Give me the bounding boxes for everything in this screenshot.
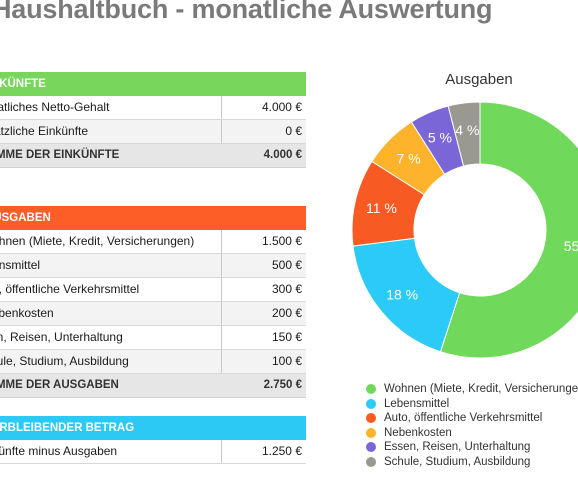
donut-slice-label: 18 % [386,286,418,302]
donut-slice-label: 5 % [428,129,452,145]
table-row: Einkünfte minus Ausgaben 1.250 € [0,440,306,464]
row-value: 150 € [271,330,302,344]
table-row: Auto, öffentliche Verkehrsmittel 300 € [0,278,306,302]
remaining-header: VERBLEIBENDER BETRAG [0,416,306,440]
expenses-donut-chart: 55 % 18 % 11 % 7 % 5 %4 % [351,101,578,359]
row-label: Auto, öffentliche Verkehrsmittel [0,278,222,301]
legend-swatch [366,398,376,409]
legend-item: Essen, Reisen, Unterhaltung [366,440,578,455]
row-label: Wohnen (Miete, Kredit, Versicherungen) [0,230,222,253]
total-value: 4.000 € [263,149,302,161]
donut-slice-label: 4 % [455,122,479,138]
row-label: Lebensmittel [0,254,222,277]
donut-slice [439,101,578,359]
donut-slice-label: 11 % [366,200,397,216]
expenses-total-row: SUMME DER AUSGABEN 2.750 € [0,374,306,398]
donut-slice-label: 55 % [564,238,578,254]
income-header: EINKÜNFTE [0,72,306,96]
income-total-row: SUMME DER EINKÜNFTE 4.000 € [0,144,306,168]
chart-title: Ausgaben [445,71,513,88]
table-row: Zusätzliche Einkünfte 0 € [0,120,306,144]
legend-item: Auto, öffentliche Verkehrsmittel [366,411,578,426]
legend-swatch [366,427,376,438]
legend-swatch [366,456,376,467]
row-value: 100 € [271,354,302,368]
row-value: 200 € [271,306,302,320]
donut-slice-label: 7 % [397,151,421,167]
table-row: Monatliches Netto-Gehalt 4.000 € [0,96,306,120]
donut-slice [447,101,481,167]
legend-label: Nebenkosten [384,426,452,439]
legend-item: Wohnen (Miete, Kredit, Versicherungen) [366,382,578,397]
row-value: 300 € [271,282,302,296]
legend-label: Auto, öffentliche Verkehrsmittel [384,412,543,425]
row-value: 4.000 € [261,100,302,114]
row-value: 0 € [285,124,302,138]
total-label: SUMME DER AUSGABEN [0,379,119,391]
total-label: SUMME DER EINKÜNFTE [0,149,120,161]
legend-item: Nebenkosten [366,426,578,441]
row-label: Zusätzliche Einkünfte [0,120,222,143]
legend-label: Lebensmittel [384,397,450,410]
expenses-table: AUSGABEN Wohnen (Miete, Kredit, Versiche… [0,206,306,398]
table-row: Schule, Studium, Ausbildung 100 € [0,350,306,374]
row-label: Essen, Reisen, Unterhaltung [0,326,222,349]
table-row: Wohnen (Miete, Kredit, Versicherungen) 1… [0,230,306,254]
row-value: 1.500 € [261,234,302,248]
income-table: EINKÜNFTE Monatliches Netto-Gehalt 4.000… [0,72,306,168]
legend-item: Schule, Studium, Ausbildung [366,455,578,470]
row-label: Einkünfte minus Ausgaben [0,440,222,463]
legend-item: Lebensmittel [366,397,578,412]
legend-swatch [366,413,376,424]
legend-label: Wohnen (Miete, Kredit, Versicherungen) [384,383,578,396]
remaining-table: VERBLEIBENDER BETRAG Einkünfte minus Aus… [0,416,306,464]
expenses-header-label: AUSGABEN [0,212,51,224]
row-label: Schule, Studium, Ausbildung [0,350,222,373]
legend-label: Essen, Reisen, Unterhaltung [384,441,531,454]
row-label: Nebenkosten [0,302,222,325]
table-row: Essen, Reisen, Unterhaltung 150 € [0,326,306,350]
income-header-label: EINKÜNFTE [0,78,46,90]
row-value: 500 € [271,258,302,272]
remaining-header-label: VERBLEIBENDER BETRAG [0,422,135,434]
legend-swatch [366,384,376,395]
chart-legend: Wohnen (Miete, Kredit, Versicherungen) L… [366,382,578,469]
row-label: Monatliches Netto-Gehalt [0,96,222,119]
table-row: Nebenkosten 200 € [0,302,306,326]
row-value: 1.250 € [261,444,302,458]
table-row: Lebensmittel 500 € [0,254,306,278]
page-title: Haushaltbuch - monatliche Auswertung [0,0,493,24]
total-value: 2.750 € [263,379,302,391]
legend-swatch [366,442,376,453]
legend-label: Schule, Studium, Ausbildung [384,455,531,468]
expenses-header: AUSGABEN [0,206,306,230]
